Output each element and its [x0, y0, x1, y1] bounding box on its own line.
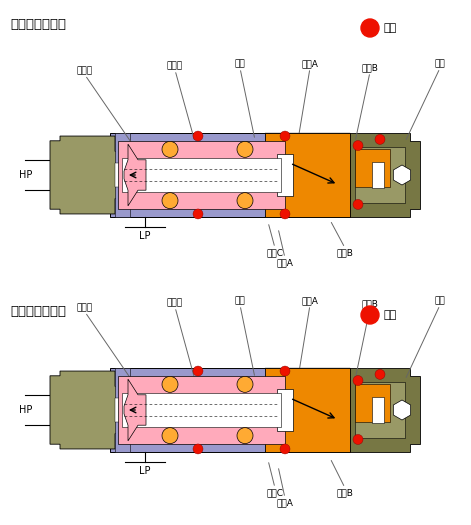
- Polygon shape: [265, 133, 360, 149]
- FancyBboxPatch shape: [355, 382, 405, 437]
- Text: 油腔A: 油腔A: [276, 498, 293, 507]
- Circle shape: [193, 366, 203, 376]
- Circle shape: [193, 444, 203, 454]
- Polygon shape: [50, 371, 127, 449]
- Polygon shape: [124, 379, 146, 441]
- Text: LP: LP: [139, 231, 151, 241]
- Circle shape: [353, 200, 363, 209]
- Circle shape: [280, 366, 290, 376]
- FancyBboxPatch shape: [118, 141, 285, 209]
- Text: 油腔B: 油腔B: [337, 488, 353, 497]
- Circle shape: [280, 131, 290, 141]
- Polygon shape: [393, 165, 411, 185]
- Polygon shape: [393, 400, 411, 420]
- Text: HP: HP: [19, 405, 32, 415]
- FancyBboxPatch shape: [118, 376, 285, 444]
- FancyBboxPatch shape: [265, 368, 350, 452]
- Circle shape: [280, 209, 290, 219]
- FancyBboxPatch shape: [115, 133, 130, 217]
- FancyBboxPatch shape: [372, 397, 384, 423]
- Text: 摆动头: 摆动头: [77, 66, 93, 75]
- Text: 油道A: 油道A: [301, 59, 318, 68]
- Text: LP: LP: [139, 466, 151, 476]
- Polygon shape: [350, 133, 420, 217]
- Text: 摆动头: 摆动头: [77, 303, 93, 312]
- Polygon shape: [265, 201, 360, 217]
- Text: 油道A: 油道A: [301, 296, 318, 305]
- Circle shape: [237, 141, 253, 158]
- Circle shape: [237, 428, 253, 444]
- FancyBboxPatch shape: [110, 368, 350, 452]
- Polygon shape: [265, 436, 360, 452]
- Text: HP: HP: [19, 170, 32, 180]
- FancyBboxPatch shape: [277, 388, 293, 432]
- Text: 弹簧: 弹簧: [235, 59, 245, 68]
- FancyBboxPatch shape: [355, 384, 390, 422]
- Circle shape: [280, 444, 290, 454]
- FancyBboxPatch shape: [115, 368, 130, 452]
- Text: 弹簧: 弹簧: [235, 296, 245, 305]
- Text: 油道B: 油道B: [362, 63, 378, 72]
- FancyBboxPatch shape: [115, 163, 123, 187]
- Circle shape: [353, 435, 363, 445]
- FancyBboxPatch shape: [355, 149, 390, 187]
- Circle shape: [361, 19, 379, 37]
- Text: 节流孔: 节流孔: [167, 61, 183, 70]
- Circle shape: [162, 193, 178, 208]
- Polygon shape: [50, 136, 127, 214]
- Circle shape: [162, 141, 178, 158]
- Text: 油腔C: 油腔C: [267, 488, 284, 497]
- Text: 油腔A: 油腔A: [276, 258, 293, 267]
- Text: 节流孔: 节流孔: [167, 298, 183, 307]
- Text: 活塞: 活塞: [435, 59, 446, 68]
- Text: 低压溢流作业：: 低压溢流作业：: [10, 18, 66, 31]
- Text: 油腔C: 油腔C: [267, 248, 284, 257]
- Circle shape: [375, 134, 385, 144]
- Circle shape: [353, 141, 363, 151]
- FancyBboxPatch shape: [122, 393, 281, 427]
- FancyBboxPatch shape: [277, 154, 293, 196]
- Circle shape: [237, 193, 253, 208]
- Polygon shape: [265, 368, 360, 384]
- Circle shape: [237, 376, 253, 392]
- FancyBboxPatch shape: [372, 162, 384, 188]
- Polygon shape: [350, 368, 420, 452]
- FancyBboxPatch shape: [122, 158, 281, 192]
- FancyBboxPatch shape: [355, 148, 405, 203]
- Circle shape: [193, 131, 203, 141]
- Polygon shape: [124, 144, 146, 206]
- Circle shape: [193, 209, 203, 219]
- Text: 活塞: 活塞: [435, 296, 446, 305]
- Circle shape: [375, 370, 385, 380]
- FancyBboxPatch shape: [115, 398, 123, 422]
- Circle shape: [162, 428, 178, 444]
- Text: 低压: 低压: [384, 23, 397, 33]
- Text: 高压溢流作业：: 高压溢流作业：: [10, 305, 66, 318]
- Text: 油腔B: 油腔B: [337, 248, 353, 257]
- Circle shape: [162, 376, 178, 392]
- Text: 高压: 高压: [384, 310, 397, 320]
- Circle shape: [353, 375, 363, 385]
- FancyBboxPatch shape: [265, 133, 350, 217]
- FancyBboxPatch shape: [110, 133, 350, 217]
- Circle shape: [361, 306, 379, 324]
- Text: 油道B: 油道B: [362, 299, 378, 308]
